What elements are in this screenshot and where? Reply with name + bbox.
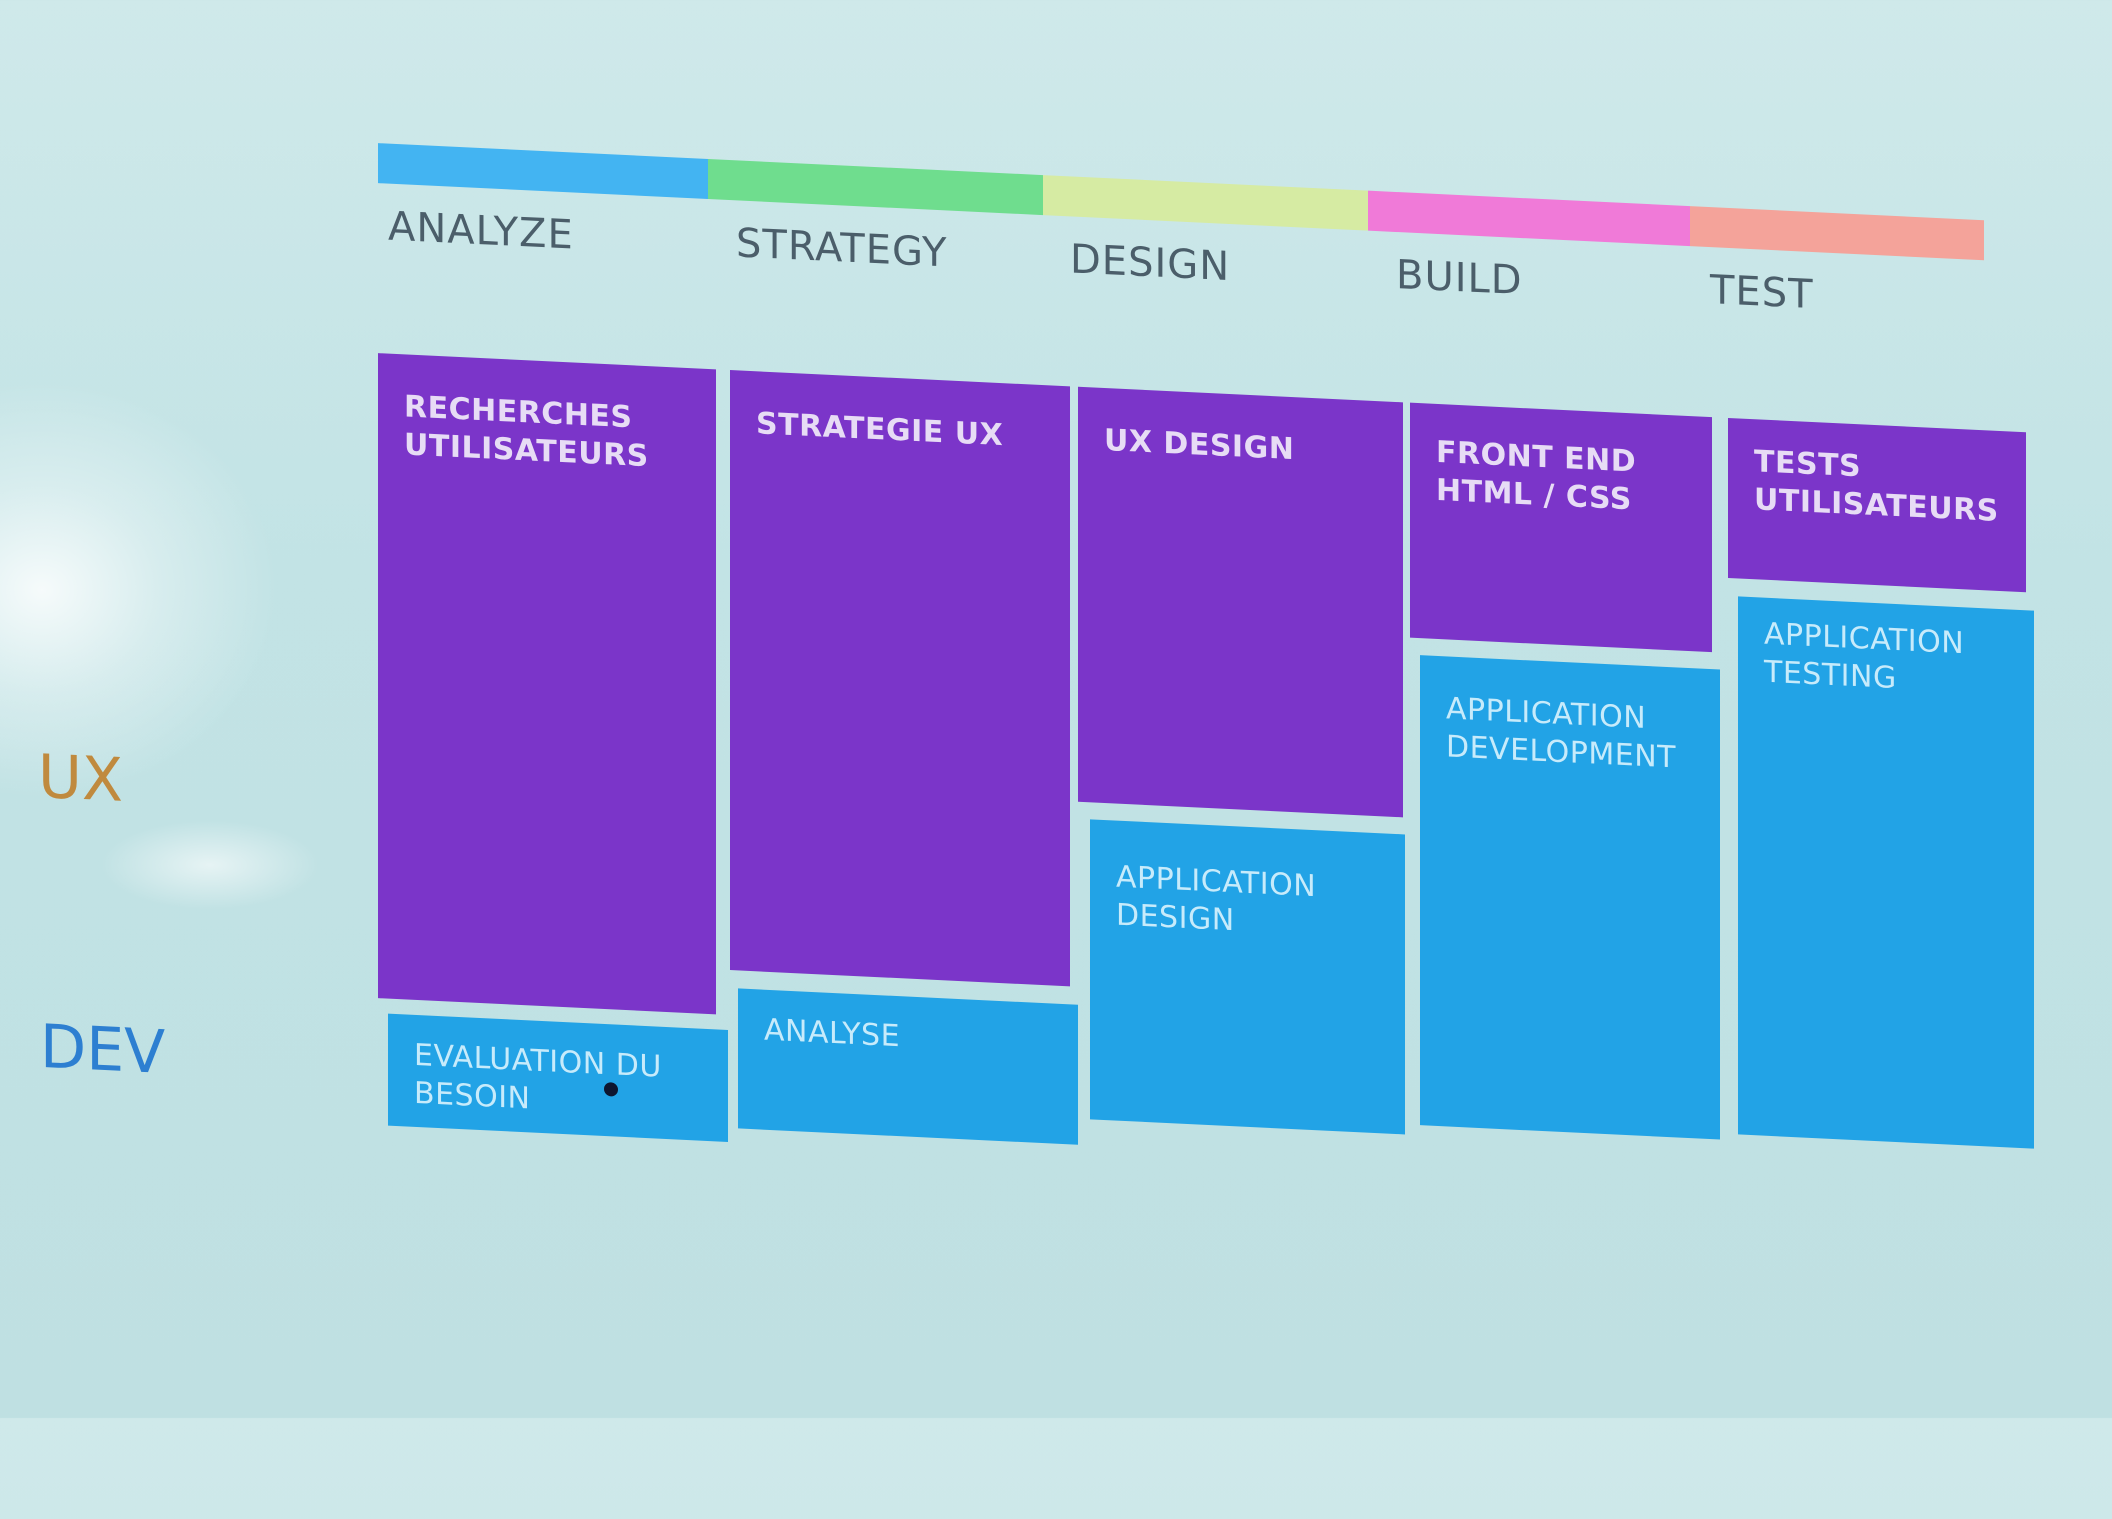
tile-label: APPLICATION DESIGN [1116,859,1317,939]
tile-label: STRATEGIE UX [756,406,1004,454]
row-label-ux: UX [38,741,124,816]
tile-label: APPLICATION TESTING [1764,616,1965,697]
tile-label: TESTS UTILISATEURS [1754,444,1999,529]
phase-segment-test [1690,206,1984,261]
tile-application-design: APPLICATION DESIGN [1090,819,1405,1135]
phase-label-analyze: ANALYZE [388,203,574,259]
phase-label-strategy: STRATEGY [736,220,948,277]
tile-front-end-html-css: FRONT END HTML / CSS [1410,402,1712,653]
phase-label-design: DESIGN [1070,236,1231,291]
phase-label-build: BUILD [1396,252,1523,305]
row-label-dev: DEV [40,1011,166,1088]
projector-glare-secondary [100,820,320,910]
tile-label: RECHERCHES UTILISATEURS [404,389,649,475]
tile-label: APPLICATION DEVELOPMENT [1446,691,1676,776]
tile-strategie-ux: STRATEGIE UX [730,370,1070,987]
tile-evaluation-du-besoin: EVALUATION DU BESOIN [388,1013,728,1142]
phase-segment-analyze [378,143,708,199]
tile-label: ANALYSE [764,1012,901,1055]
tile-application-development: APPLICATION DEVELOPMENT [1420,655,1720,1140]
tile-tests-utilisateurs: TESTS UTILISATEURS [1728,417,2026,593]
tile-label: UX DESIGN [1104,422,1295,468]
phase-segment-design [1043,175,1368,231]
tile-label: EVALUATION DU BESOIN [414,1037,662,1117]
tile-analyse: ANALYSE [738,988,1078,1145]
tile-recherches-utilisateurs: RECHERCHES UTILISATEURS [378,353,716,1015]
phase-segment-build [1368,190,1690,247]
tile-application-testing: APPLICATION TESTING [1738,596,2034,1149]
activity-grid: RECHERCHES UTILISATEURS EVALUATION DU BE… [378,353,2034,1230]
tile-label: FRONT END HTML / CSS [1436,434,1637,518]
laser-pointer-dot [604,1081,618,1097]
tile-ux-design: UX DESIGN [1078,386,1403,818]
phase-segment-strategy [708,158,1043,216]
phase-label-test: TEST [1710,267,1814,319]
